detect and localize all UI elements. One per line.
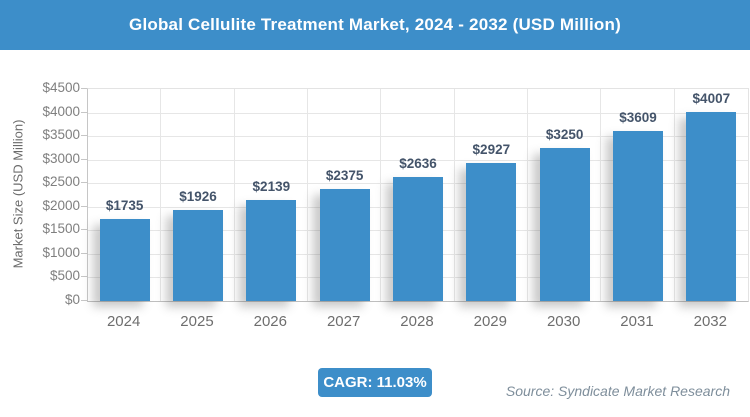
y-tick-label: $1500 — [42, 221, 80, 237]
bar — [686, 112, 737, 301]
cagr-badge: CAGR: 11.03% — [318, 368, 432, 397]
v-gridline — [600, 89, 602, 301]
v-gridline — [526, 89, 528, 301]
bar — [172, 210, 223, 301]
y-tick-label: $4500 — [42, 80, 80, 95]
v-gridline — [673, 89, 675, 301]
x-tick-label: 2026 — [253, 313, 287, 330]
x-tick-label: 2030 — [546, 313, 581, 330]
v-gridline — [453, 89, 455, 301]
bar-column: $4007 — [675, 89, 748, 301]
bar-value-label: $3250 — [545, 126, 584, 142]
bar — [466, 163, 517, 301]
y-tick-mark — [81, 252, 87, 254]
h-gridline — [88, 112, 748, 114]
bar-value-label: $1926 — [179, 189, 217, 205]
bar — [319, 189, 370, 301]
cagr-label: CAGR: 11.03% — [323, 374, 427, 391]
bar — [539, 147, 590, 301]
bar-column: $2636 — [381, 89, 455, 301]
v-gridline — [233, 89, 235, 301]
v-gridline — [306, 89, 308, 301]
h-gridline — [88, 136, 748, 138]
y-tick-label: $2000 — [42, 197, 80, 213]
x-tick-label: 2025 — [180, 313, 214, 330]
bar-value-label: $2375 — [325, 168, 364, 184]
bar-value-label: $1735 — [105, 198, 144, 214]
bar-column: $2139 — [235, 89, 308, 301]
bar — [99, 219, 150, 301]
h-gridline — [88, 159, 748, 161]
bar-value-label: $3609 — [619, 109, 657, 125]
y-tick-label: $2500 — [42, 174, 80, 190]
x-tick-label: 2029 — [473, 313, 507, 330]
source-text: Source: Syndicate Market Research — [505, 383, 730, 399]
y-tick-label: $3500 — [42, 127, 80, 143]
x-tick-label: 2031 — [620, 313, 654, 330]
y-tick-mark — [81, 300, 87, 301]
bar-column: $3250 — [528, 89, 602, 301]
v-gridline — [380, 89, 382, 301]
y-tick-mark — [81, 111, 87, 113]
bar — [392, 176, 443, 301]
y-tick-label: $3000 — [42, 150, 80, 166]
x-tick-label: 2032 — [693, 313, 727, 330]
plot-area: $1735 $1926 $2139 $2375 $2636 $2927 $3250 $3609… — [87, 88, 749, 302]
y-tick-mark — [81, 229, 87, 231]
x-tick-label: 2024 — [106, 313, 141, 330]
bar-value-label: $4007 — [692, 91, 731, 107]
y-tick-label: $1000 — [42, 244, 80, 260]
y-tick-label: $4000 — [42, 103, 80, 119]
y-tick-mark — [81, 276, 87, 278]
y-tick-label: $0 — [64, 292, 80, 307]
y-tick-mark — [81, 205, 87, 207]
bar — [246, 200, 297, 301]
y-tick-mark — [81, 182, 87, 184]
bar-column: $1926 — [161, 89, 235, 301]
x-tick-label: 2027 — [326, 313, 361, 330]
chart-title: Global Cellulite Treatment Market, 2024 … — [129, 15, 621, 34]
bar-value-label: $2139 — [252, 179, 291, 195]
v-gridline — [160, 89, 162, 301]
y-tick-mark — [81, 158, 87, 160]
y-tick-mark — [81, 135, 87, 137]
bar-column: $2375 — [308, 89, 382, 301]
bar — [612, 130, 663, 301]
bar-value-label: $2636 — [399, 155, 437, 171]
y-tick-label: $500 — [49, 268, 80, 284]
chart-title-bar: Global Cellulite Treatment Market, 2024 … — [0, 0, 750, 50]
bar-value-label: $2927 — [472, 142, 511, 158]
bar-column: $1735 — [88, 89, 162, 301]
y-tick-mark — [81, 88, 87, 89]
bar-column: $3609 — [601, 89, 675, 301]
bar-column: $2927 — [455, 89, 528, 301]
x-tick-label: 2028 — [400, 313, 434, 330]
